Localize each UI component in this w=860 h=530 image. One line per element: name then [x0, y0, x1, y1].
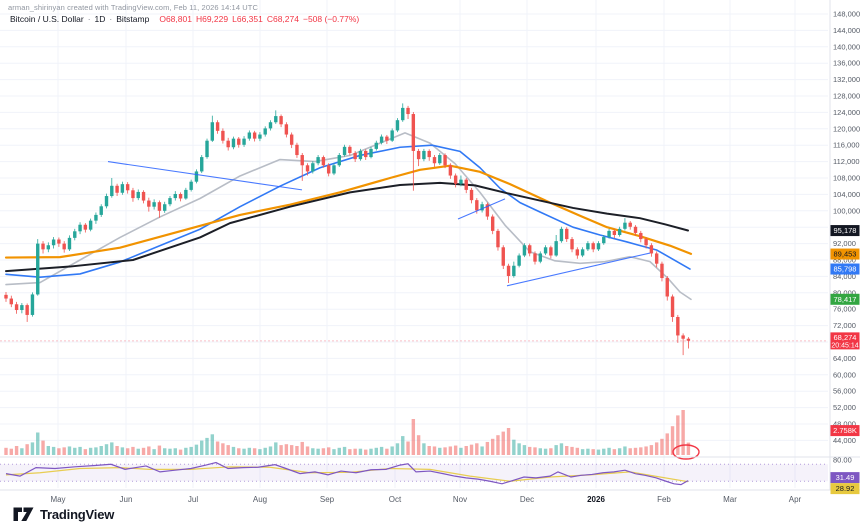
svg-text:136,000: 136,000: [833, 59, 860, 68]
price-axis[interactable]: 148,000 144,000 140,000 136,000 132,000 128,0…: [830, 10, 860, 495]
ma-slow-orange: [4, 164, 693, 259]
svg-text:28.92: 28.92: [836, 484, 855, 493]
svg-text:Jun: Jun: [120, 495, 133, 504]
pane-separators[interactable]: [0, 0, 860, 491]
svg-text:120,000: 120,000: [833, 124, 860, 133]
svg-text:68,274: 68,274: [834, 333, 857, 342]
volume-bars: [4, 410, 691, 455]
svg-text:2.758K: 2.758K: [833, 426, 857, 435]
ohlc-open: O68,801: [159, 14, 192, 24]
ma-long-black: [5, 181, 689, 273]
svg-text:112,000: 112,000: [833, 157, 860, 166]
svg-text:144,000: 144,000: [833, 26, 860, 35]
svg-text:Jul: Jul: [188, 495, 198, 504]
svg-text:52,000: 52,000: [833, 403, 856, 412]
time-axis[interactable]: May Jun Jul Aug Sep Oct Nov Dec 2026 Feb Mar Apr: [50, 495, 801, 504]
svg-text:Nov: Nov: [453, 495, 467, 504]
ohlc-close: C68,274: [266, 14, 299, 24]
svg-text:20:45:14: 20:45:14: [831, 342, 858, 349]
ma-mid-blue: [5, 144, 691, 279]
ohlc-low: L66,351: [232, 14, 263, 24]
rsi-indicator: [5, 461, 689, 486]
attribution-text: arman_shirinyan created with TradingView…: [8, 3, 258, 12]
svg-text:92,000: 92,000: [833, 239, 856, 248]
svg-text:Mar: Mar: [723, 495, 737, 504]
change-label: −508 (−0.77%): [302, 14, 360, 24]
svg-text:44,000: 44,000: [833, 436, 856, 445]
ma-fast-gray: [5, 132, 692, 301]
legend-separator: ·: [109, 14, 113, 24]
svg-text:64,000: 64,000: [833, 354, 856, 363]
tradingview-logo[interactable]: TradingView: [13, 507, 114, 522]
svg-text:128,000: 128,000: [833, 92, 860, 101]
svg-text:48,000: 48,000: [833, 420, 856, 429]
drawn-trendlines[interactable]: [107, 161, 651, 287]
svg-text:100,000: 100,000: [833, 206, 860, 215]
symbol-legend[interactable]: Bitcoin / U.S. Dollar · 1D · Bitstamp O6…: [10, 14, 359, 24]
svg-text:104,000: 104,000: [833, 190, 860, 199]
svg-text:Feb: Feb: [657, 495, 671, 504]
svg-text:Apr: Apr: [789, 495, 802, 504]
svg-text:88,000: 88,000: [833, 256, 856, 265]
rsi-band: [0, 463, 828, 482]
symbol-title[interactable]: Bitcoin / U.S. Dollar: [10, 14, 84, 24]
grid-lines: [0, 0, 828, 488]
svg-text:95,178: 95,178: [834, 226, 857, 235]
svg-text:80,000: 80,000: [833, 288, 856, 297]
annotation-ellipse[interactable]: [672, 444, 700, 460]
svg-text:85,798: 85,798: [834, 265, 857, 274]
legend-separator: ·: [87, 14, 91, 24]
ohlc-high: H69,229: [195, 14, 229, 24]
svg-text:Aug: Aug: [253, 495, 267, 504]
svg-text:31.49: 31.49: [836, 473, 855, 482]
candlestick-series: [4, 103, 691, 356]
svg-text:76,000: 76,000: [833, 305, 856, 314]
svg-text:72,000: 72,000: [833, 321, 856, 330]
tradingview-mark-icon: [13, 507, 34, 521]
svg-text:60,000: 60,000: [833, 370, 856, 379]
svg-text:80.00: 80.00: [833, 456, 852, 465]
svg-text:116,000: 116,000: [833, 141, 860, 150]
tradingview-wordmark: TradingView: [40, 507, 115, 522]
svg-text:124,000: 124,000: [833, 108, 860, 117]
svg-text:78,417: 78,417: [834, 295, 857, 304]
svg-text:89,453: 89,453: [834, 250, 857, 259]
svg-text:140,000: 140,000: [833, 42, 860, 51]
svg-text:2026: 2026: [587, 495, 605, 504]
svg-text:56,000: 56,000: [833, 387, 856, 396]
svg-text:Oct: Oct: [389, 495, 402, 504]
exchange-label[interactable]: Bitstamp: [116, 14, 150, 24]
interval-label[interactable]: 1D: [94, 14, 106, 24]
svg-text:108,000: 108,000: [833, 174, 860, 183]
svg-text:Sep: Sep: [320, 495, 335, 504]
svg-text:May: May: [50, 495, 65, 504]
svg-text:Dec: Dec: [520, 495, 534, 504]
svg-text:84,000: 84,000: [833, 272, 856, 281]
svg-text:132,000: 132,000: [833, 75, 860, 84]
svg-text:148,000: 148,000: [833, 10, 860, 19]
